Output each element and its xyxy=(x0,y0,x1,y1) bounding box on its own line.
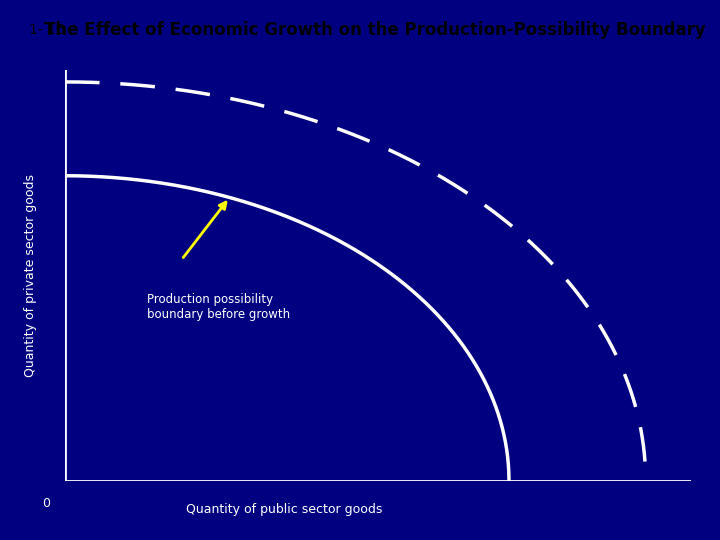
Text: The Effect of Economic Growth on the Production-Possibility Boundary: The Effect of Economic Growth on the Pro… xyxy=(43,21,706,39)
Text: 1- 10: 1- 10 xyxy=(29,23,65,37)
Text: Production possibility
boundary before growth: Production possibility boundary before g… xyxy=(148,293,290,321)
Text: 0: 0 xyxy=(42,497,50,510)
Text: Quantity of public sector goods: Quantity of public sector goods xyxy=(186,503,382,516)
Text: Quantity of private sector goods: Quantity of private sector goods xyxy=(24,174,37,377)
